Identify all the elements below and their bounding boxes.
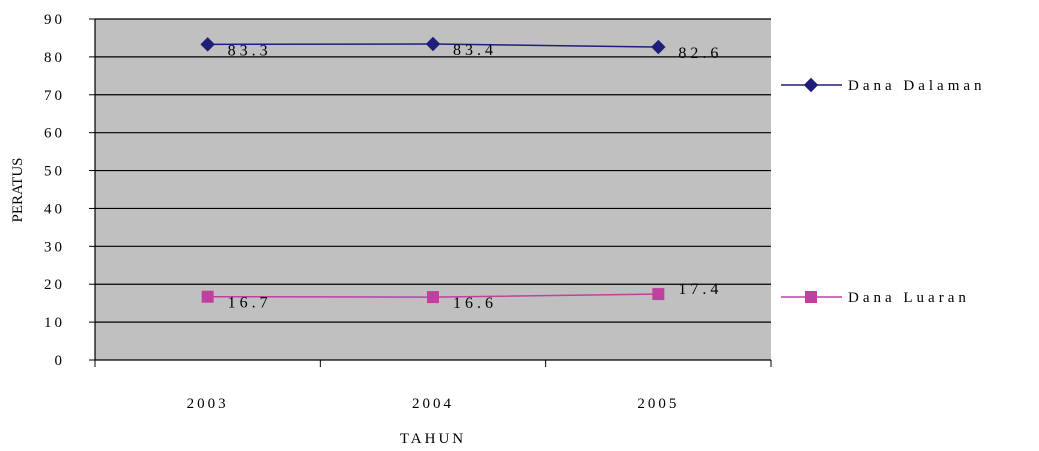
data-point [425, 36, 441, 52]
series-layer [200, 36, 666, 304]
data-point [651, 39, 666, 55]
data-label: 16.6 [453, 295, 497, 312]
y-axis-ticks: 0 10 20 30 40 50 60 70 80 90 [44, 12, 95, 369]
data-label: 16.7 [228, 295, 272, 312]
data-label: 17.4 [678, 281, 722, 298]
y-tick-label: 90 [44, 12, 65, 28]
x-tick-label: 2003 [187, 396, 229, 412]
legend-marker [803, 77, 819, 93]
legend-item: Dana Luaran [781, 290, 970, 306]
plot-area [95, 19, 771, 360]
x-axis-title: TAHUN [400, 431, 466, 447]
y-tick-label: 70 [44, 88, 65, 104]
data-label: 82.6 [678, 45, 722, 62]
data-point [201, 290, 214, 303]
y-tick-label: 60 [44, 126, 65, 142]
data-point [427, 291, 439, 304]
series-0 [200, 36, 666, 55]
x-tick-label: 2005 [637, 396, 679, 412]
y-tick-label: 80 [44, 50, 65, 66]
y-tick-label: 20 [44, 277, 65, 293]
data-labels: 83.3 83.4 82.6 16.7 16.6 17.4 [228, 42, 722, 312]
legend-label: Dana Luaran [848, 290, 970, 306]
data-label: 83.3 [228, 42, 272, 59]
data-label: 83.4 [453, 42, 497, 59]
y-axis-title: PERATUS [10, 157, 26, 222]
y-tick-label: 40 [44, 201, 65, 217]
y-tick-label: 30 [44, 239, 65, 255]
y-tick-label: 0 [55, 353, 66, 369]
legend-marker [805, 291, 817, 303]
data-point [200, 37, 215, 52]
legend-item: Dana Dalaman [781, 77, 986, 94]
legend: Dana Dalaman Dana Luaran [781, 77, 986, 306]
x-tick-label: 2004 [412, 396, 454, 412]
series-1 [201, 288, 665, 304]
y-tick-label: 10 [44, 315, 65, 331]
gridlines [95, 18, 771, 323]
x-axis-ticks: 2003 2004 2005 [94, 360, 772, 412]
legend-label: Dana Dalaman [848, 78, 986, 94]
y-tick-label: 50 [44, 164, 65, 180]
data-point [652, 288, 665, 301]
